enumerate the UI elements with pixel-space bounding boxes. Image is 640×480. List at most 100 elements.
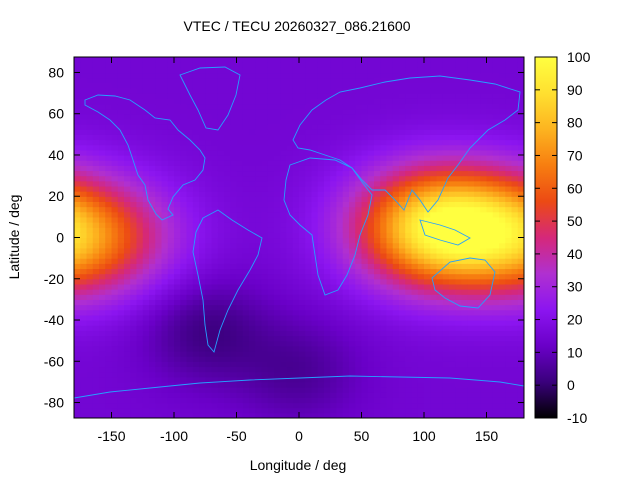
heatmap-cell	[342, 124, 350, 130]
heatmap-cell	[305, 252, 313, 259]
heatmap-cell	[367, 211, 375, 218]
heatmap-cell	[467, 289, 475, 295]
heatmap-cell	[355, 361, 363, 368]
heatmap-cell	[317, 381, 325, 388]
heatmap-cell	[474, 57, 481, 63]
heatmap-cell	[355, 407, 363, 414]
heatmap-cell	[267, 335, 275, 342]
heatmap-cell	[261, 144, 269, 151]
heatmap-cell	[411, 222, 419, 228]
heatmap-cell	[480, 185, 488, 192]
heatmap-cell	[224, 103, 231, 110]
heatmap-cell	[74, 273, 81, 280]
heatmap-cell	[211, 412, 219, 418]
heatmap-cell	[205, 185, 213, 192]
heatmap-cell	[167, 191, 175, 197]
heatmap-cell	[117, 237, 125, 244]
heatmap-cell	[280, 232, 288, 239]
heatmap-cell	[511, 299, 519, 306]
heatmap-cell	[442, 412, 450, 418]
heatmap-cell	[486, 67, 494, 74]
heatmap-cell	[455, 201, 463, 208]
heatmap-cell	[380, 247, 388, 254]
heatmap-cell	[324, 412, 331, 418]
heatmap-cell	[155, 98, 163, 105]
heatmap-cell	[449, 252, 456, 259]
heatmap-cell	[224, 118, 231, 125]
heatmap-cell	[274, 304, 281, 311]
heatmap-cell	[192, 237, 200, 244]
heatmap-cell	[299, 356, 306, 362]
heatmap-cell	[367, 278, 375, 285]
heatmap-cell	[417, 263, 425, 270]
heatmap-cell	[305, 191, 313, 197]
heatmap-cell	[499, 57, 506, 63]
heatmap-cell	[92, 294, 100, 300]
heatmap-cell	[411, 154, 419, 161]
heatmap-cell	[299, 201, 306, 208]
heatmap-cell	[205, 232, 213, 239]
heatmap-cell	[142, 376, 150, 383]
heatmap-cell	[336, 314, 344, 321]
heatmap-cell	[330, 299, 338, 306]
heatmap-cell	[467, 309, 475, 316]
heatmap-cell	[242, 309, 250, 316]
heatmap-cell	[399, 387, 406, 393]
heatmap-cell	[330, 268, 338, 275]
heatmap-cell	[167, 72, 175, 79]
heatmap-cell	[505, 191, 513, 197]
heatmap-cell	[242, 397, 250, 404]
heatmap-cell	[336, 294, 344, 300]
heatmap-cell	[180, 299, 188, 306]
heatmap-cell	[155, 232, 163, 239]
heatmap-cell	[367, 242, 375, 249]
heatmap-cell	[411, 294, 419, 300]
heatmap-cell	[142, 325, 150, 331]
heatmap-cell	[436, 402, 444, 409]
heatmap-cell	[474, 350, 481, 357]
heatmap-cell	[186, 170, 194, 177]
heatmap-cell	[317, 57, 325, 63]
heatmap-cell	[392, 216, 400, 223]
heatmap-cell	[324, 154, 331, 161]
heatmap-cell	[286, 191, 294, 197]
heatmap-cell	[224, 345, 231, 352]
heatmap-cell	[174, 340, 181, 347]
heatmap-cell	[480, 242, 488, 249]
heatmap-cell	[430, 103, 438, 110]
heatmap-cell	[492, 108, 500, 115]
heatmap-cell	[274, 381, 281, 388]
heatmap-cell	[174, 211, 181, 218]
heatmap-cell	[386, 381, 394, 388]
heatmap-cell	[292, 222, 300, 228]
heatmap-cell	[149, 201, 156, 208]
heatmap-cell	[249, 330, 256, 337]
heatmap-cell	[180, 180, 188, 187]
heatmap-cell	[305, 67, 313, 74]
heatmap-cell	[167, 381, 175, 388]
heatmap-cell	[180, 273, 188, 280]
heatmap-cell	[292, 320, 300, 326]
heatmap-cell	[286, 252, 294, 259]
heatmap-cell	[374, 165, 381, 172]
heatmap-cell	[411, 175, 419, 182]
heatmap-cell	[130, 242, 138, 249]
heatmap-cell	[430, 366, 438, 373]
heatmap-cell	[274, 170, 281, 177]
heatmap-cell	[211, 191, 219, 197]
heatmap-cell	[467, 387, 475, 393]
heatmap-cell	[349, 412, 356, 418]
heatmap-cell	[167, 211, 175, 218]
heatmap-cell	[267, 350, 275, 357]
heatmap-cell	[355, 175, 363, 182]
heatmap-cell	[430, 325, 438, 331]
heatmap-cell	[92, 278, 100, 285]
heatmap-cell	[442, 62, 450, 68]
heatmap-cell	[399, 196, 406, 202]
heatmap-cell	[261, 335, 269, 342]
heatmap-cell	[211, 222, 219, 228]
heatmap-cell	[361, 376, 369, 383]
heatmap-cell	[511, 361, 519, 368]
heatmap-cell	[411, 345, 419, 352]
heatmap-cell	[467, 191, 475, 197]
